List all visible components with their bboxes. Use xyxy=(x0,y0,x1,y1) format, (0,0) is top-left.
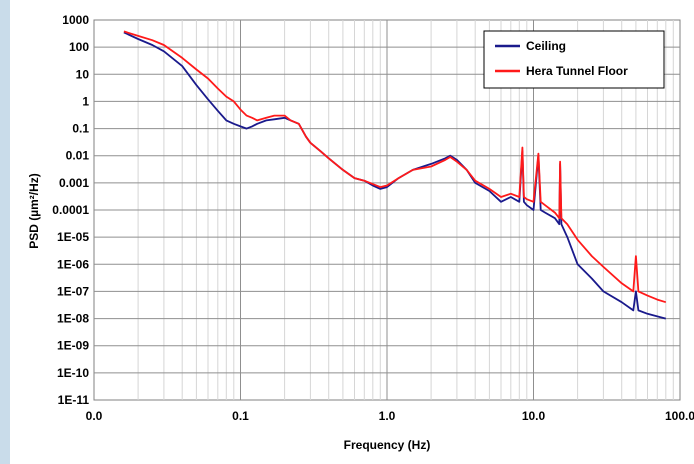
series-line-hera-tunnel-floor xyxy=(123,30,667,304)
x-tick-label: 0.0 xyxy=(86,409,103,423)
y-tick-label: 1 xyxy=(82,94,89,108)
x-tick-label: 1.0 xyxy=(379,409,396,423)
legend-label-ceiling: Ceiling xyxy=(526,39,566,53)
legend-label-hera-tunnel-floor: Hera Tunnel Floor xyxy=(526,64,628,78)
series-lines xyxy=(123,30,667,320)
y-tick-label: 1E-11 xyxy=(58,393,90,407)
x-tick-label: 0.1 xyxy=(232,409,249,423)
y-tick-label: 100 xyxy=(69,40,89,54)
y-tick-label: 0.0001 xyxy=(52,203,89,217)
y-tick-label: 0.01 xyxy=(66,149,90,163)
chart-figure: 1E-11 1E-10 1E-09 1E-08 1E-07 1E-06 1E-05 0.000… xyxy=(10,0,694,464)
x-tick-label: 100.0 xyxy=(665,409,694,423)
y-tick-label: 1000 xyxy=(62,13,89,27)
y-tick-label: 0.1 xyxy=(72,122,89,136)
x-tick-label: 10.0 xyxy=(522,409,546,423)
psd-chart: 1E-11 1E-10 1E-09 1E-08 1E-07 1E-06 1E-05 0.000… xyxy=(27,13,694,452)
y-axis-title: PSD (µm²/Hz) xyxy=(27,173,41,249)
y-tick-label: 1E-06 xyxy=(57,257,89,271)
x-tick-labels: 0.0 0.1 1.0 10.0 100.0 xyxy=(86,409,694,423)
x-axis-title: Frequency (Hz) xyxy=(344,438,431,452)
y-tick-label: 1E-05 xyxy=(57,230,89,244)
legend-box xyxy=(483,30,665,89)
y-tick-label: 1E-10 xyxy=(57,366,89,380)
y-tick-label: 0.001 xyxy=(59,176,89,190)
legend: Ceiling Hera Tunnel Floor xyxy=(483,30,665,89)
y-tick-label: 1E-09 xyxy=(57,339,89,353)
series-line-ceiling xyxy=(123,31,667,320)
y-tick-label: 1E-07 xyxy=(57,284,89,298)
y-tick-labels: 1E-11 1E-10 1E-09 1E-08 1E-07 1E-06 1E-05 0.000… xyxy=(52,13,89,407)
y-tick-label: 1E-08 xyxy=(57,312,89,326)
y-tick-label: 10 xyxy=(76,67,90,81)
